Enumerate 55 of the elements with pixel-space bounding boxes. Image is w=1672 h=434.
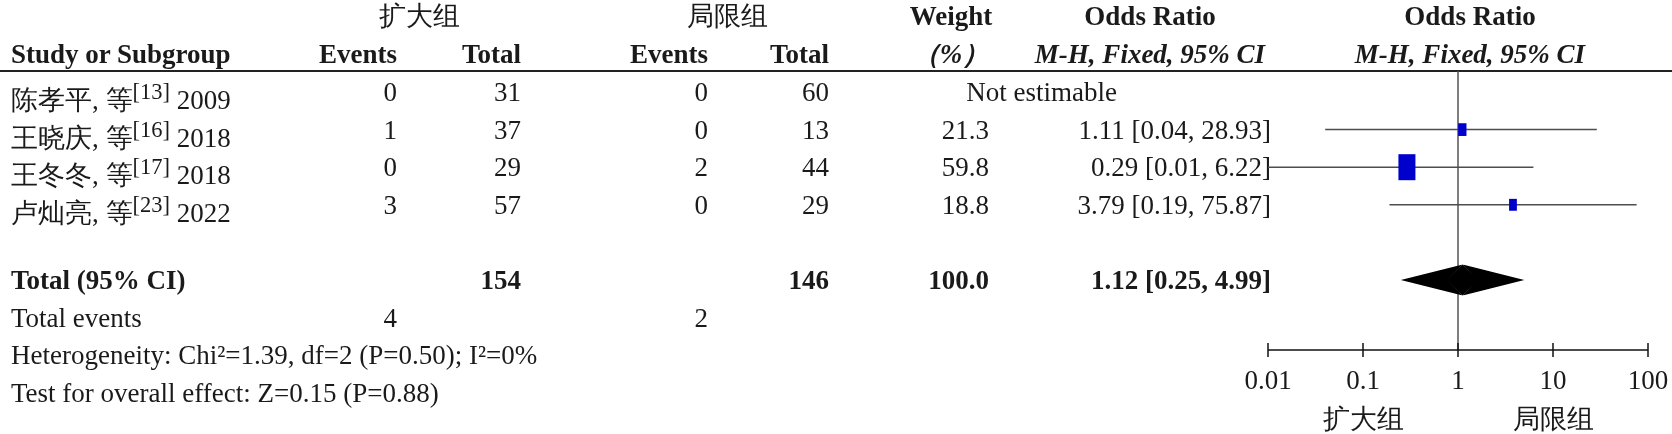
data-label: 0 xyxy=(694,188,708,222)
data-label: 2 xyxy=(694,151,708,185)
data-label: 31 xyxy=(494,76,521,109)
data-label: 13 xyxy=(802,113,829,147)
text: 局限组 xyxy=(1512,403,1594,434)
x-tick-label: 0.01 xyxy=(1244,365,1292,395)
data-label: 60 xyxy=(802,76,829,109)
data-label: Not estimable xyxy=(966,76,1117,109)
data-label: 1 xyxy=(383,113,397,147)
data-label: 18.8 xyxy=(941,188,989,222)
data-label: 1.12 [0.25, 4.99] xyxy=(1091,264,1271,297)
text: 扩大组 xyxy=(378,0,460,33)
category-label: 卢灿亮, 等$^{[23]}$ 2022 xyxy=(11,191,231,228)
data-label: 1.11 [0.04, 28.93] xyxy=(1078,113,1271,147)
data-label: 21.3 xyxy=(941,113,989,147)
text: Heterogeneity: Chi²=1.39, df=2 (P=0.50); I²=0% xyxy=(11,339,538,373)
data-label: 37 xyxy=(494,113,521,147)
data-label: 146 xyxy=(788,264,829,297)
text: Study or Subgroup xyxy=(11,38,231,71)
data-label: 4 xyxy=(383,301,397,335)
text: Total xyxy=(769,38,829,71)
data-label: 59.8 xyxy=(941,151,989,185)
text: Events xyxy=(629,38,708,71)
data-label: 0 xyxy=(383,76,397,109)
data-label: 0 xyxy=(694,76,708,109)
data-label: 3.79 [0.19, 75.87] xyxy=(1077,188,1271,222)
text: 局限组 xyxy=(686,0,768,33)
x-tick-label: 0.1 xyxy=(1346,365,1380,395)
chart-title: Odds Ratio xyxy=(1404,0,1536,33)
text: Odds Ratio M-H, Fixed, 95% CI xyxy=(1034,0,1266,71)
text: 扩大组 xyxy=(1322,403,1404,434)
category-label: 王冬冬, 等$^{[17]}$ 2018 xyxy=(11,154,231,191)
category-label: 王晓庆, 等$^{[16]}$ 2018 xyxy=(11,116,231,153)
data-label: 29 xyxy=(494,151,521,185)
chart-subtitle: M-H, Fixed, 95% CI xyxy=(1354,38,1586,71)
text: Events xyxy=(318,38,397,71)
data-label: 57 xyxy=(494,188,521,222)
text: Weight （%） xyxy=(909,0,993,71)
category-label: Total (95% CI) xyxy=(11,264,186,297)
data-label: 44 xyxy=(802,151,829,185)
category-label: Total events xyxy=(11,301,142,335)
data-label: 0 xyxy=(694,113,708,147)
data-label: 2 xyxy=(694,301,708,335)
category-label: 陈孝平, 等$^{[13]}$ 2009 xyxy=(11,78,231,115)
text: Total xyxy=(461,38,521,71)
x-tick-label: 100 xyxy=(1627,365,1669,395)
data-label: 3 xyxy=(383,188,397,222)
data-label: 154 xyxy=(480,264,521,297)
data-label: 100.0 xyxy=(928,264,989,297)
data-label: 0 xyxy=(383,151,397,185)
text: Test for overall effect: Z=0.15 (P=0.88) xyxy=(11,376,439,410)
data-label: 0.29 [0.01, 6.22] xyxy=(1091,151,1271,185)
x-tick-label: 10 xyxy=(1539,365,1567,395)
data-label: 29 xyxy=(802,188,829,222)
x-tick-label: 1 xyxy=(1451,365,1465,395)
